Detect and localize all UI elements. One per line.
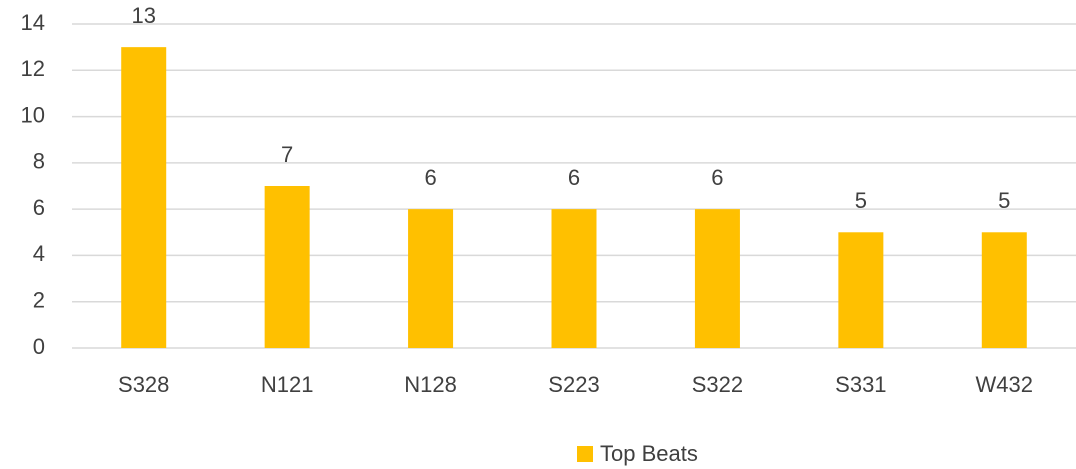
y-tick-label: 0 [33, 334, 45, 359]
y-tick-label: 8 [33, 149, 45, 174]
y-tick-label: 6 [33, 195, 45, 220]
y-tick-label: 10 [21, 102, 45, 127]
y-tick-label: 4 [33, 241, 45, 266]
data-label: 7 [281, 142, 293, 167]
x-tick-label: S331 [835, 372, 886, 397]
x-tick-label: S328 [118, 372, 169, 397]
data-label: 5 [998, 188, 1010, 213]
x-tick-label: S322 [692, 372, 743, 397]
x-tick-label: N121 [261, 372, 314, 397]
y-tick-label: 14 [21, 10, 45, 35]
bar [408, 209, 454, 348]
bar [264, 186, 310, 348]
bar [981, 232, 1027, 348]
x-tick-label: W432 [976, 372, 1033, 397]
data-label: 6 [711, 165, 723, 190]
y-tick-label: 12 [21, 56, 45, 81]
bar [838, 232, 884, 348]
x-tick-label: S223 [548, 372, 599, 397]
data-label: 6 [568, 165, 580, 190]
legend-label: Top Beats [600, 441, 698, 466]
legend-swatch [577, 446, 593, 462]
bar [121, 47, 167, 349]
x-tick-label: N128 [404, 372, 457, 397]
bar [551, 209, 597, 348]
data-label: 5 [855, 188, 867, 213]
data-label: 13 [131, 3, 155, 28]
data-label: 6 [424, 165, 436, 190]
y-tick-label: 2 [33, 288, 45, 313]
bar [694, 209, 740, 348]
